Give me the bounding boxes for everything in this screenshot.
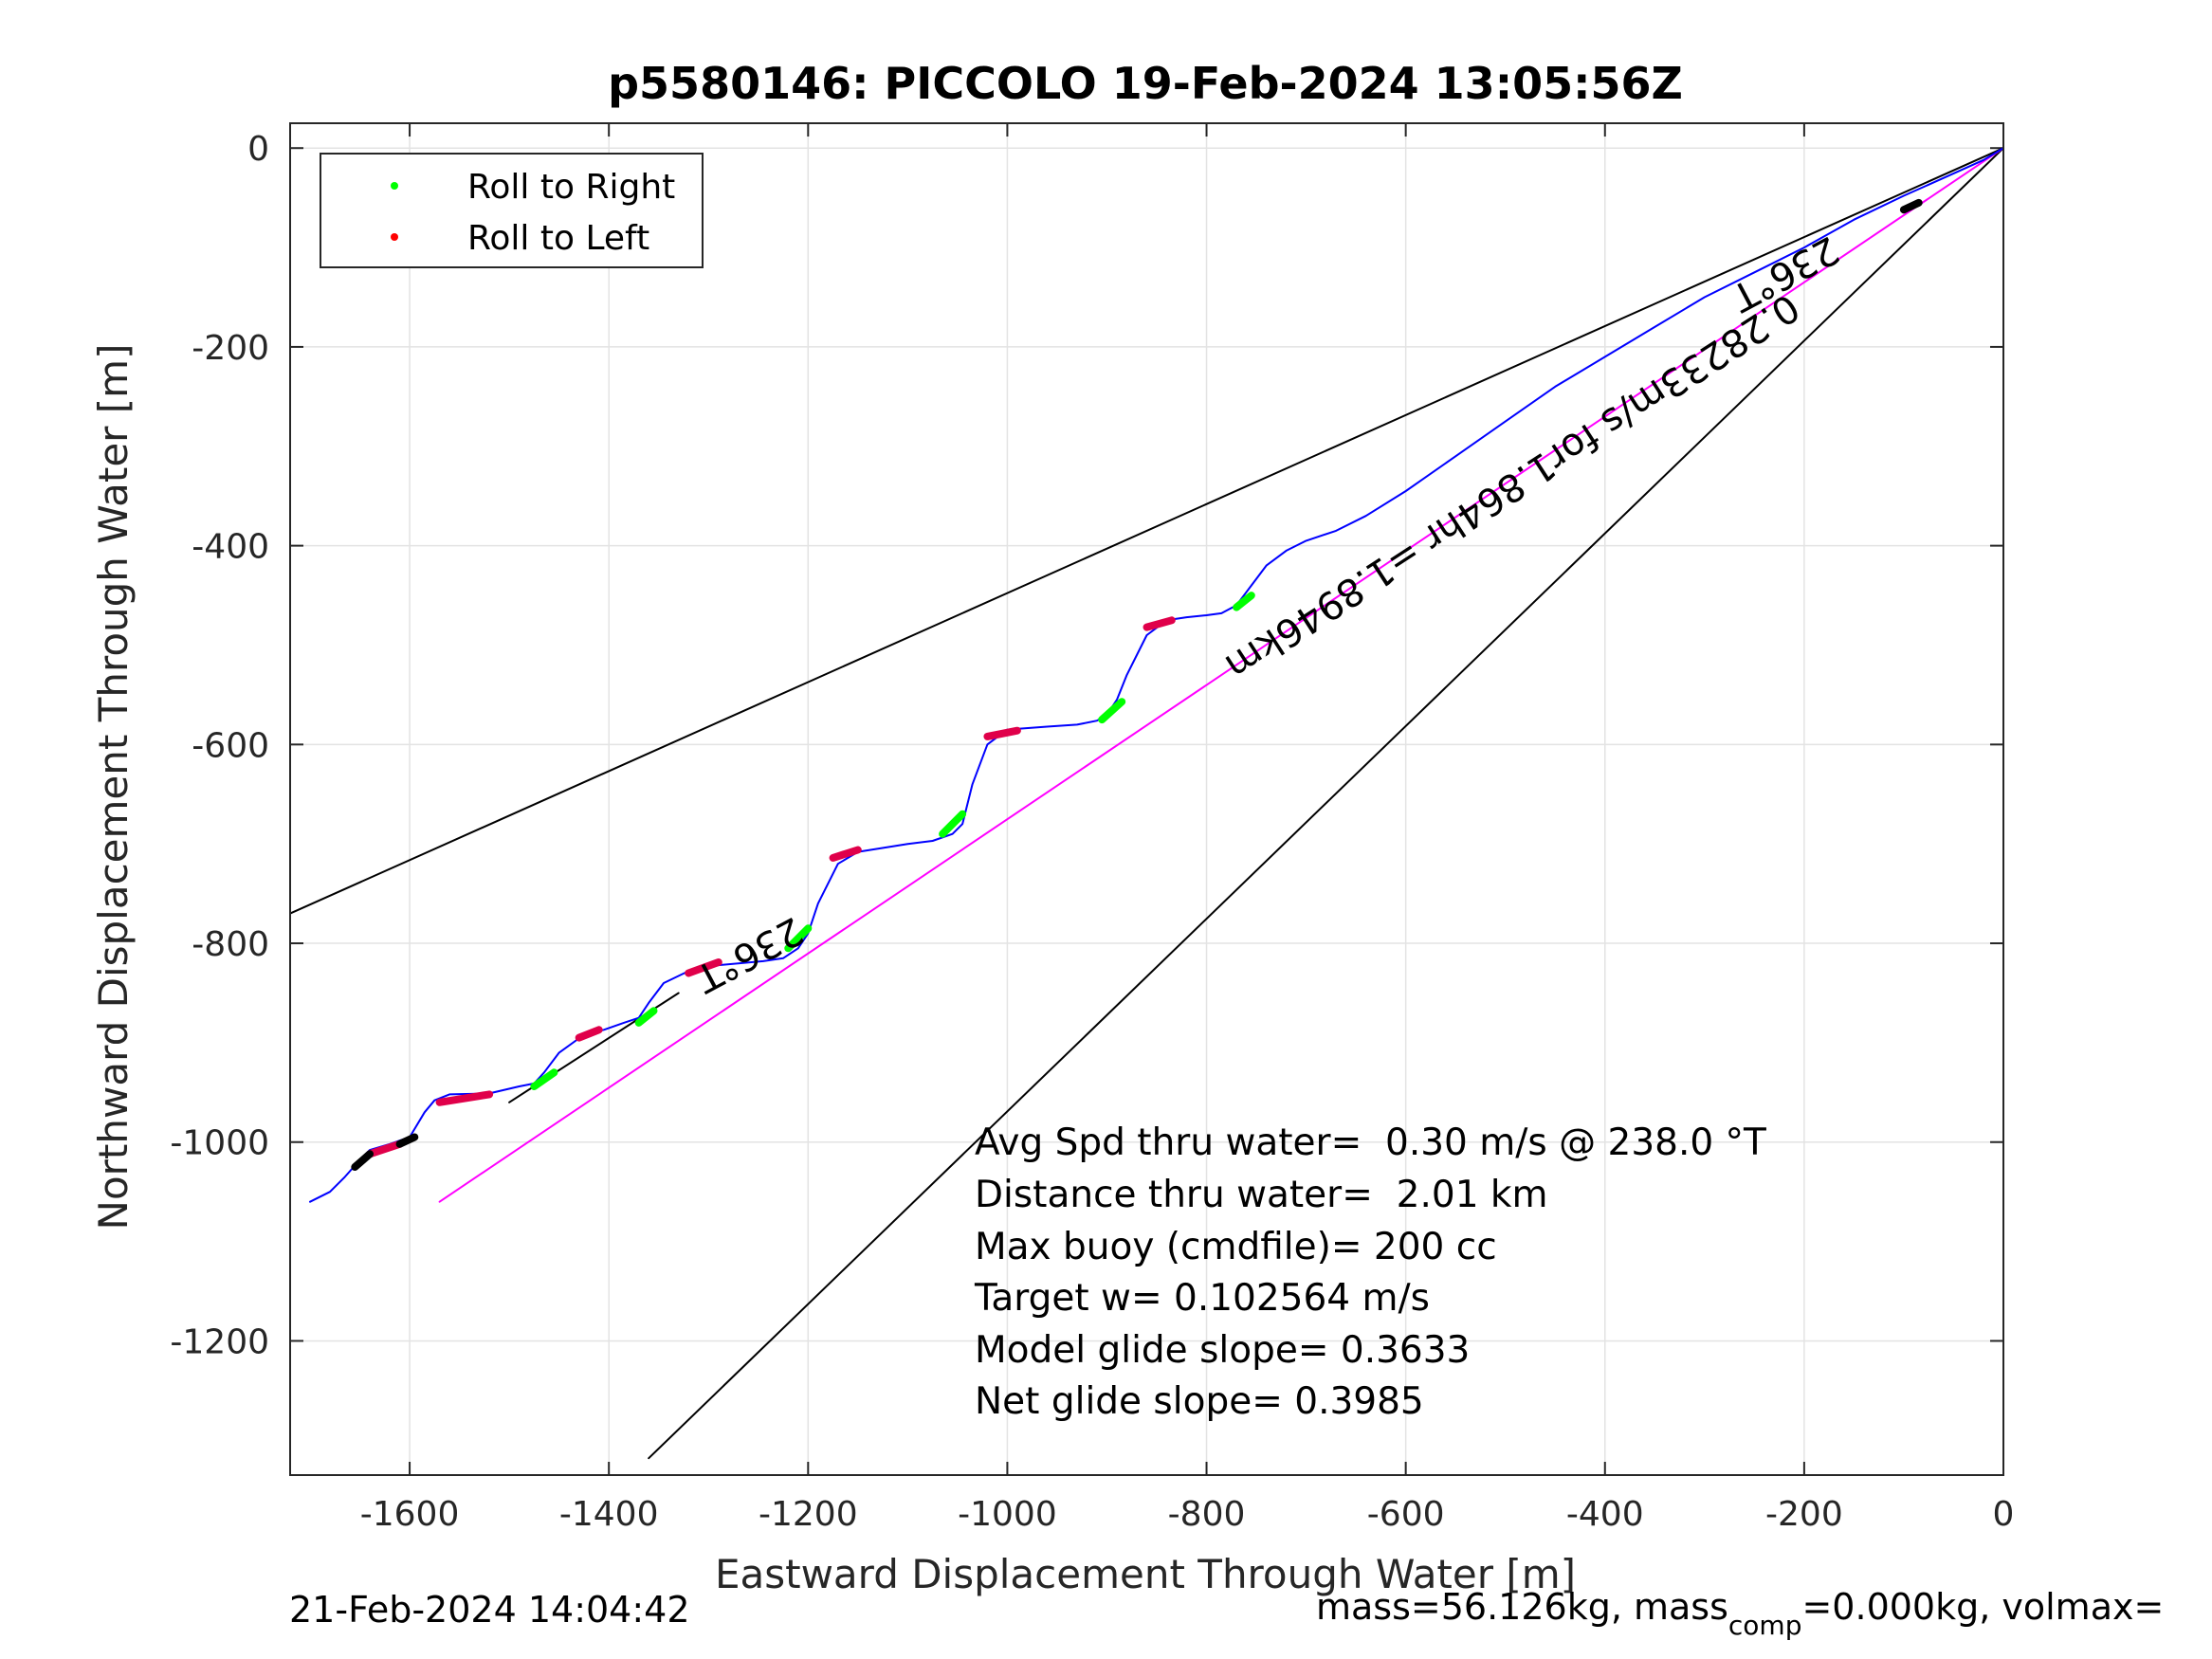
legend: Roll to Right Roll to Left [320, 153, 704, 268]
footer-mass: mass=56.126kg, masscomp=0.000kg, volmax= [1316, 1586, 2164, 1641]
x-tick-label: -800 [1168, 1495, 1246, 1534]
legend-marker-roll-right [391, 182, 398, 190]
roll-left-segment [1143, 616, 1176, 631]
y-tick-label: -400 [192, 528, 269, 567]
grid-lines [290, 123, 2004, 1475]
x-tick-label: 0 [1993, 1495, 2015, 1534]
legend-marker-roll-left [391, 233, 398, 241]
y-axis-label: Northward Displacement Through Water [m] [90, 344, 137, 1231]
dive-marker-segment [351, 1150, 374, 1171]
footer-mass-prefix: mass=56.126kg, mass [1316, 1586, 1728, 1628]
dive-marker-segment [1899, 198, 1923, 214]
footer-mass-suffix: =0.000kg, volmax= [1801, 1586, 2164, 1628]
stat-avg-speed: Avg Spd thru water= 0.30 m/s @ 238.0 °T [975, 1121, 1766, 1164]
roll-left-segment [983, 726, 1021, 740]
y-tick-label: 0 [247, 130, 269, 169]
plot-annotations: 236°T0.28233m/s for1.864hr =1.8946km236°… [687, 228, 1845, 1001]
stat-net-glide-slope: Net glide slope= 0.3985 [975, 1380, 1424, 1423]
plot-series [289, 147, 2004, 1460]
dive-marker-segment [395, 1133, 419, 1148]
legend-label-roll-right: Roll to Right [467, 168, 675, 207]
y-tick-label: -1200 [170, 1322, 269, 1361]
legend-label-roll-left: Roll to Left [467, 219, 649, 258]
roll-right-segment [1233, 592, 1255, 611]
stats-text: Avg Spd thru water= 0.30 m/s @ 238.0 °T … [974, 1121, 1766, 1423]
glider-track-line [309, 147, 2004, 1203]
annotation-label: 236°T [687, 908, 810, 1001]
roll-left-segment [829, 846, 862, 862]
axes-box [289, 122, 2004, 1476]
x-tick-label: -600 [1367, 1495, 1445, 1534]
x-tick-label: -1600 [360, 1495, 460, 1534]
y-tick-label: -800 [192, 925, 269, 964]
stat-distance: Distance thru water= 2.01 km [975, 1174, 1547, 1216]
roll-left-segment [575, 1026, 603, 1042]
y-tick-label: -600 [192, 726, 269, 765]
roll-right-segment [530, 1068, 558, 1090]
stat-max-buoy: Max buoy (cmdfile)= 200 cc [975, 1226, 1497, 1268]
x-tick-label: -1400 [559, 1495, 659, 1534]
x-axis-label: Eastward Displacement Through Water [m] [715, 1551, 1576, 1597]
roll-left-segment [366, 1139, 404, 1158]
x-axis-ticks: -1600 -1400 -1200 -1000 -800 -600 -400 -200 0 [360, 123, 2015, 1534]
reference-line-3 [648, 147, 2004, 1460]
legend-box [320, 153, 704, 268]
x-tick-label: -1000 [958, 1495, 1057, 1534]
roll-right-segment [939, 810, 967, 838]
roll-left-segment [435, 1090, 494, 1106]
y-tick-label: -200 [192, 329, 269, 368]
stat-target-w: Target w= 0.102564 m/s [974, 1277, 1430, 1320]
chart-title: p5580146: PICCOLO 19-Feb-2024 13:05:56Z [608, 58, 1683, 109]
y-axis-ticks: 0 -200 -400 -600 -800 -1000 -1200 [170, 130, 2003, 1361]
footer-mass-subscript: comp [1728, 1610, 1802, 1641]
roll-right-segment [784, 924, 813, 953]
x-tick-label: -200 [1765, 1495, 1843, 1534]
net-track-line [438, 147, 2004, 1203]
stat-model-glide-slope: Model glide slope= 0.3633 [975, 1329, 1470, 1372]
reference-line-2 [289, 147, 2004, 915]
annotation-label: 0.28233m/s for1.864hr =1.8946km [1217, 284, 1806, 688]
x-tick-label: -1200 [759, 1495, 858, 1534]
x-tick-label: -400 [1566, 1495, 1644, 1534]
footer-timestamp: 21-Feb-2024 14:04:42 [289, 1589, 690, 1631]
y-tick-label: -1000 [170, 1124, 269, 1163]
roll-right-segment [1098, 698, 1126, 724]
roll-left-segment [685, 958, 722, 977]
roll-right-segment [634, 1007, 658, 1027]
